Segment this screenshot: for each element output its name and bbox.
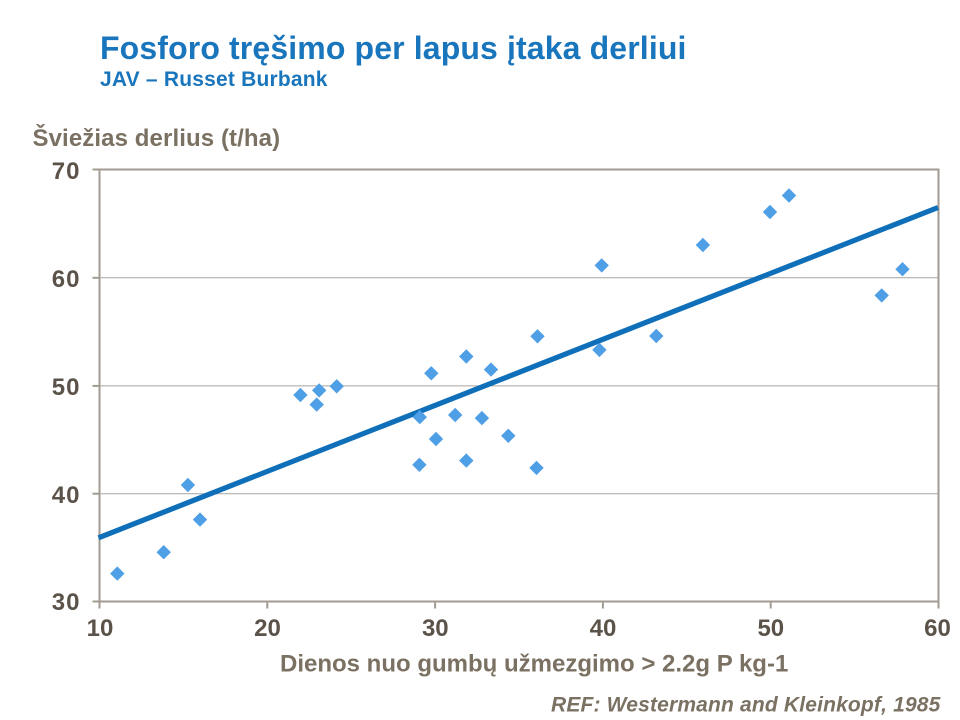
- svg-text:Dienos nuo gumbų užmezgimo > 2: Dienos nuo gumbų užmezgimo > 2.2g P kg-1: [280, 651, 788, 678]
- svg-text:50: 50: [757, 615, 784, 642]
- svg-text:REF: Westermann and Kleinkopf,: REF: Westermann and Kleinkopf, 1985: [551, 694, 941, 717]
- svg-text:60: 60: [924, 615, 951, 642]
- svg-text:Fosforo tręšimo per lapus įtak: Fosforo tręšimo per lapus įtaka derliui: [100, 30, 687, 66]
- svg-text:30: 30: [52, 589, 81, 616]
- svg-text:40: 40: [590, 615, 617, 642]
- svg-text:Šviežias derlius (t/ha): Šviežias derlius (t/ha): [33, 124, 281, 152]
- svg-text:20: 20: [254, 615, 281, 642]
- svg-text:70: 70: [52, 158, 81, 185]
- svg-text:50: 50: [52, 374, 81, 401]
- svg-text:40: 40: [52, 482, 81, 509]
- svg-text:60: 60: [52, 266, 81, 293]
- svg-text:30: 30: [422, 615, 449, 642]
- svg-text:10: 10: [87, 615, 114, 642]
- svg-text:JAV – Russet Burbank: JAV – Russet Burbank: [100, 68, 328, 91]
